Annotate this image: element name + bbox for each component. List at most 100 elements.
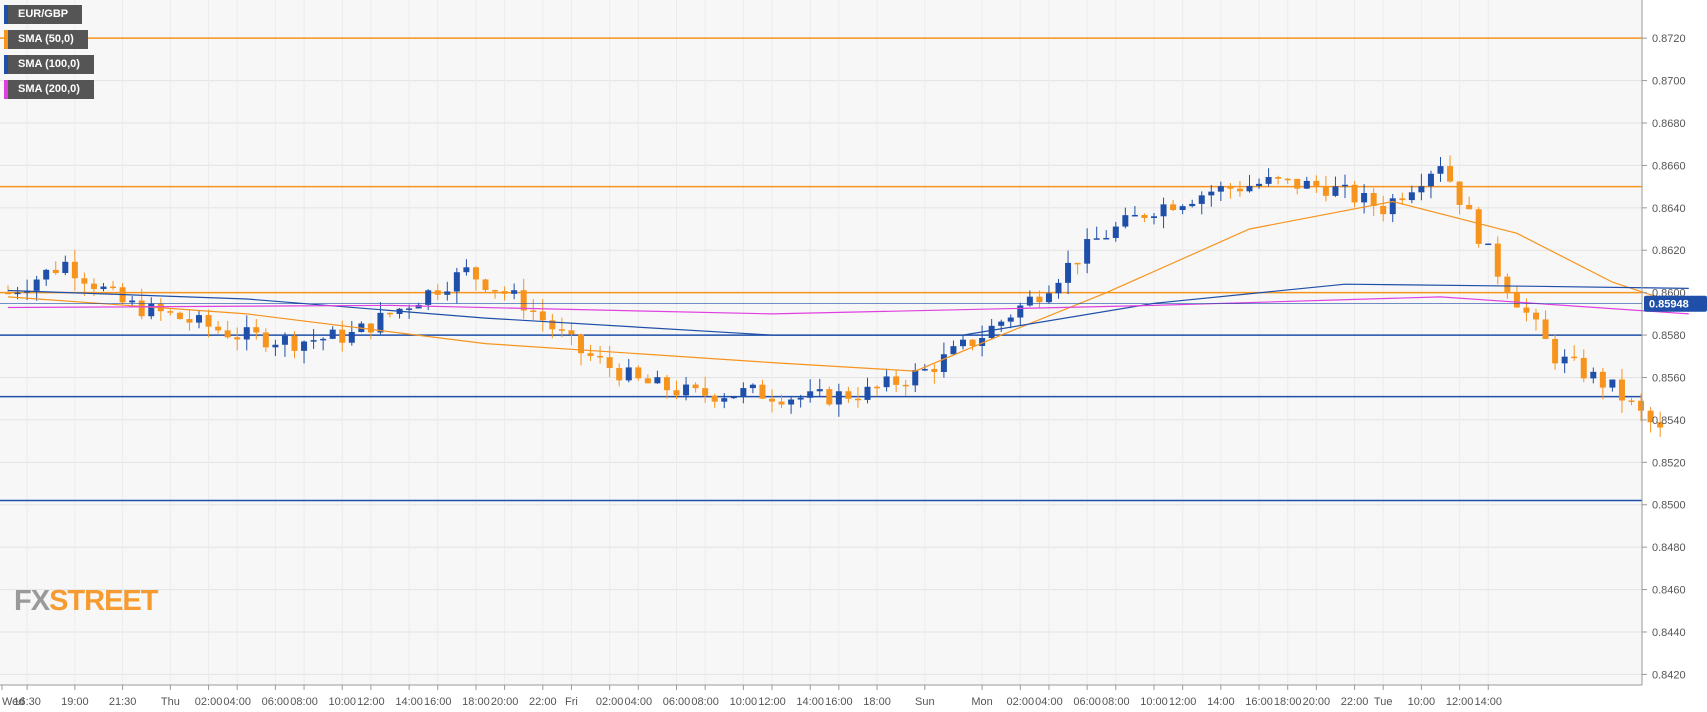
- candle-body: [1208, 191, 1215, 196]
- candle-body: [1151, 216, 1157, 218]
- candle-body: [558, 329, 565, 331]
- support-resistance-levels: [0, 37, 1642, 502]
- candle-body: [348, 332, 355, 343]
- candle-body: [692, 384, 699, 389]
- x-tick-label: 10:00: [1408, 696, 1436, 708]
- candle-body: [1485, 243, 1492, 246]
- x-tick-label: Fri: [565, 696, 578, 708]
- legend-swatch: [4, 30, 8, 49]
- x-tick-label: 12:00: [1446, 696, 1474, 708]
- candle-body: [912, 370, 919, 386]
- candle-body: [769, 398, 775, 402]
- y-tick-label: 0.8720: [1652, 33, 1686, 45]
- x-tick-label: 18:00: [1274, 696, 1302, 708]
- x-tick-label: Tue: [1374, 696, 1393, 708]
- candle-body: [1580, 357, 1587, 379]
- candle-body: [1561, 356, 1568, 364]
- x-tick-label: Sun: [915, 696, 935, 708]
- y-tick-label: 0.8640: [1652, 203, 1686, 215]
- x-tick-label: 02:00: [1007, 696, 1035, 708]
- x-tick-label: 14:00: [1474, 696, 1502, 708]
- logo-street: STREET: [49, 585, 158, 617]
- x-tick-label: 14:00: [796, 696, 824, 708]
- last-price-label: 0.85948: [1649, 299, 1689, 311]
- legend-label: SMA (200,0): [8, 80, 94, 99]
- legend-item-sma200: SMA (200,0): [4, 80, 94, 99]
- candle-body: [43, 269, 50, 280]
- x-tick-label: 16:00: [1245, 696, 1273, 708]
- candle-body: [1093, 238, 1100, 240]
- candle-body: [243, 327, 250, 340]
- candle-body: [864, 386, 871, 400]
- candle-body: [740, 388, 747, 397]
- candle-body: [272, 344, 279, 348]
- candle-body: [1275, 177, 1282, 179]
- candle-body: [807, 391, 814, 398]
- candle-body: [1437, 166, 1444, 174]
- candle-body: [1380, 205, 1387, 215]
- candle-body: [167, 311, 174, 313]
- candle-body: [1303, 180, 1310, 189]
- candle-body: [606, 357, 613, 368]
- candle-body: [281, 335, 288, 345]
- candle-body: [1160, 204, 1167, 217]
- candle-body: [644, 378, 651, 384]
- candle-body: [81, 278, 88, 284]
- candle-body: [1628, 400, 1635, 402]
- candle-body: [950, 346, 957, 355]
- x-tick-label: 18:00: [863, 696, 891, 708]
- x-tick-label: 16:00: [424, 696, 452, 708]
- candle-body: [1370, 193, 1377, 206]
- legend-label: SMA (50,0): [8, 30, 88, 49]
- candle-body: [310, 340, 317, 342]
- x-tick-label: 22:00: [1341, 696, 1369, 708]
- candle-body: [511, 290, 518, 294]
- candle-body: [1408, 192, 1415, 201]
- candle-body: [711, 395, 718, 402]
- candle-body: [186, 319, 193, 323]
- candle-body: [635, 367, 642, 379]
- candle-body: [998, 321, 1005, 326]
- y-tick-label: 0.8660: [1652, 160, 1686, 172]
- x-tick-label: 16:30: [13, 696, 41, 708]
- legend-swatch: [4, 80, 8, 99]
- candle-body: [33, 279, 40, 291]
- candle-body: [425, 290, 432, 305]
- candle-body: [62, 261, 69, 273]
- candle-body: [320, 338, 327, 341]
- candle-body: [176, 312, 183, 320]
- candle-body: [1542, 319, 1549, 339]
- x-tick-label: 12:00: [357, 696, 385, 708]
- candle-body: [1170, 204, 1177, 211]
- x-tick-label: 08:00: [290, 696, 318, 708]
- x-tick-label: 02:00: [195, 696, 223, 708]
- candle-body: [1017, 305, 1024, 318]
- candle-body: [1513, 292, 1520, 308]
- x-tick-label: 12:00: [758, 696, 786, 708]
- candle-body: [826, 389, 833, 405]
- candle-body: [1504, 276, 1511, 293]
- y-tick-label: 0.8500: [1652, 500, 1686, 512]
- x-tick-label: 10:00: [1140, 696, 1168, 708]
- candle-body: [52, 269, 59, 273]
- candle-body: [730, 396, 737, 399]
- y-tick-label: 0.8700: [1652, 76, 1686, 88]
- y-tick-label: 0.8480: [1652, 542, 1686, 554]
- fxstreet-logo: FXSTREET: [14, 585, 158, 618]
- x-tick-label: 04:00: [1035, 696, 1063, 708]
- x-tick-label: 18:00: [462, 696, 490, 708]
- candle-body: [721, 398, 728, 402]
- candle-body: [1189, 203, 1196, 207]
- candlesticks: [5, 155, 1664, 438]
- candle-body: [472, 267, 479, 280]
- x-tick-label: 02:00: [596, 696, 624, 708]
- x-tick-label: 22:00: [529, 696, 557, 708]
- last-price-badge: [1644, 295, 1707, 312]
- candle-body: [1084, 239, 1091, 264]
- x-tick-label: Mon: [971, 696, 992, 708]
- candle-body: [1179, 206, 1186, 211]
- candle-body: [1055, 282, 1062, 294]
- candle-body: [406, 308, 413, 310]
